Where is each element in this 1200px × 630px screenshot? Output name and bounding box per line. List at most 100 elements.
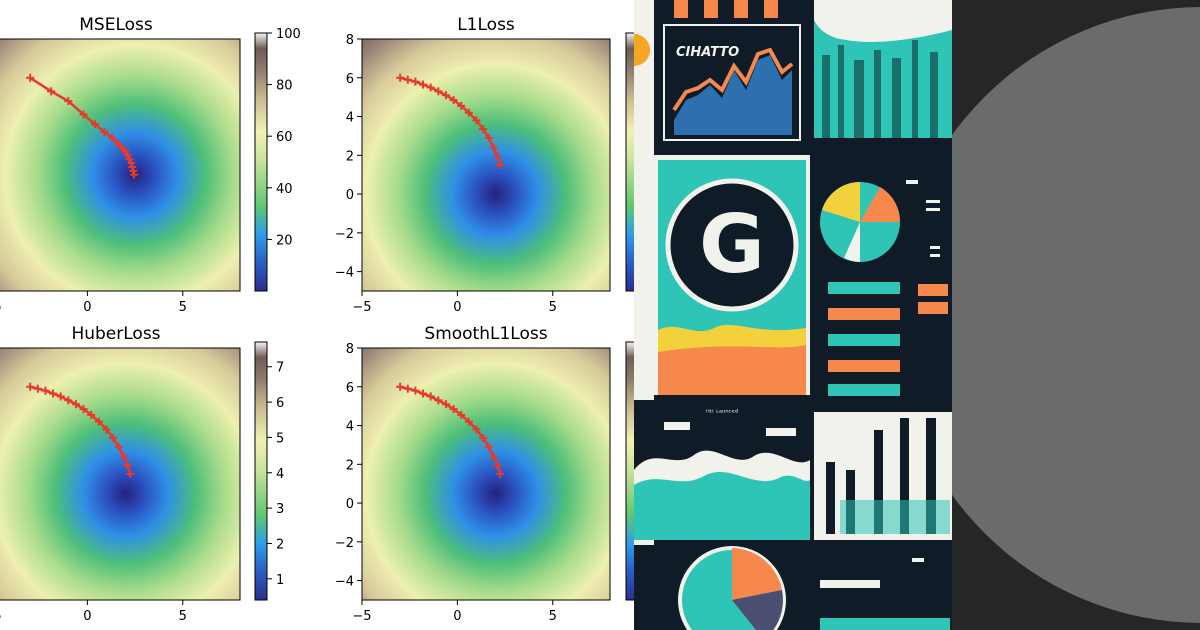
trajectory-marker — [419, 80, 428, 89]
loss-landscape-figure: MSELoss−50520406080100L1Loss−505−4−20246… — [0, 15, 634, 624]
trajectory-marker — [441, 91, 450, 100]
trajectory-marker — [123, 461, 132, 470]
trajectory-marker — [26, 382, 35, 391]
bars-tile — [814, 412, 952, 540]
strip-art — [952, 0, 1200, 630]
trajectory-marker — [114, 442, 123, 451]
x-tick-label: 5 — [179, 300, 187, 315]
trajectory-marker — [396, 73, 405, 82]
trajectory-marker — [434, 396, 443, 405]
trajectory-marker — [119, 452, 128, 461]
y-tick-label: 0 — [346, 188, 354, 203]
x-tick-label: 0 — [83, 300, 91, 315]
trajectory-marker — [457, 410, 466, 419]
trajectory-marker — [41, 386, 50, 395]
axes-frame — [0, 38, 241, 292]
collage-orange-dot — [634, 34, 650, 66]
loss-panel: HuberLoss −5 0 5 1 2 3 4 5 6 7 — [0, 324, 284, 624]
trajectory-marker — [479, 434, 488, 443]
x-tick-label: 5 — [179, 609, 187, 624]
y-tick-label: 2 — [346, 149, 354, 164]
y-tick-label: 8 — [346, 342, 354, 357]
loss-panel: SmoothL1Loss −5 0 5 −4 −2 0 2 4 6 8 — [335, 324, 634, 624]
trajectory-marker — [71, 400, 80, 409]
trajectory-marker — [484, 133, 493, 142]
trajectory-line — [399, 385, 502, 475]
loss-heatmap — [362, 348, 610, 600]
x-tick-label: 0 — [83, 609, 91, 624]
loss-heatmap — [0, 348, 240, 600]
trajectory-marker — [434, 87, 443, 96]
trajectory-marker — [441, 400, 450, 409]
trajectory-marker — [113, 139, 122, 148]
y-tick-label: 0 — [346, 497, 354, 512]
collage-art: CIHATTO — [634, 0, 952, 630]
colorbar-tick-label: 3 — [276, 502, 284, 517]
logo-tile: G — [654, 155, 810, 395]
collage-heading: CIHATTO — [676, 45, 739, 60]
trajectory-marker — [464, 417, 473, 426]
trajectory-marker — [64, 396, 73, 405]
chart-title: L1Loss — [457, 15, 515, 35]
colorbar-tick-label: 40 — [276, 182, 293, 197]
landscape-tile: ᴴᵗᴵ ᴸᵃᵘⁿᶜᵉᵈ — [634, 400, 810, 540]
trajectory-marker — [484, 442, 493, 451]
axes-frame — [0, 347, 241, 601]
x-tick-label: −5 — [0, 609, 2, 624]
trajectory-marker — [457, 101, 466, 110]
colorbar-tick-label: 20 — [276, 233, 293, 248]
colorbar — [254, 32, 268, 292]
colorbar — [254, 341, 268, 601]
trajectory-marker — [489, 452, 498, 461]
y-tick-label: 4 — [346, 420, 354, 435]
y-tick-label: −2 — [335, 536, 354, 551]
trajectory-marker — [472, 116, 481, 125]
decorative-circle — [952, 7, 1200, 623]
trajectory-marker — [79, 405, 88, 414]
axes-frame — [361, 347, 611, 601]
trajectory-line — [29, 385, 132, 475]
trajectory-line — [399, 76, 502, 166]
decorative-strip — [952, 0, 1200, 630]
trajectory-marker — [493, 461, 502, 470]
y-tick-label: −4 — [335, 575, 354, 590]
collage-note: ᴴᵗᴵ ᴸᵃᵘⁿᶜᵉᵈ — [706, 408, 738, 417]
x-tick-label: −5 — [352, 609, 371, 624]
infographic-collage: CIHATTO — [634, 0, 952, 630]
dashboard-tile — [814, 155, 952, 410]
colorbar-tick-label: 60 — [276, 130, 293, 145]
loss-heatmap — [0, 39, 240, 291]
x-tick-label: 0 — [453, 300, 461, 315]
chart-title: SmoothL1Loss — [424, 324, 547, 344]
y-tick-label: 6 — [346, 381, 354, 396]
trajectory-marker — [109, 434, 118, 443]
colorbar — [625, 341, 634, 601]
bottom-pie-tile — [634, 545, 952, 630]
colorbar-tick-label: 2 — [276, 537, 284, 552]
loss-panel: L1Loss −5 0 5 −4 −2 0 2 4 6 8 — [335, 15, 634, 315]
loss-heatmap — [362, 39, 610, 291]
trajectory-marker — [403, 75, 412, 84]
colorbar-tick-label: 100 — [276, 27, 301, 42]
trajectory-marker — [130, 170, 139, 179]
y-tick-label: 4 — [346, 111, 354, 126]
trajectory-marker — [426, 392, 435, 401]
trajectory-marker — [117, 143, 126, 152]
colorbar — [625, 32, 634, 292]
colorbar-tick-label: 80 — [276, 79, 293, 94]
trajectory-marker — [449, 96, 458, 105]
trajectory-marker — [94, 417, 103, 426]
x-tick-label: 5 — [549, 609, 557, 624]
loss-landscape-svg: MSELoss−50520406080100L1Loss−505−4−20246… — [0, 15, 634, 624]
trajectory-marker — [496, 470, 505, 478]
colorbar-tick-label: 6 — [276, 396, 284, 411]
x-tick-label: 0 — [453, 609, 461, 624]
logo-letter: G — [699, 198, 765, 291]
trajectory-marker — [64, 97, 73, 106]
axes-frame — [361, 38, 611, 292]
y-tick-label: −2 — [335, 227, 354, 242]
chart-title: MSELoss — [79, 15, 153, 35]
x-tick-label: −5 — [352, 300, 371, 315]
trajectory-marker — [102, 425, 111, 434]
